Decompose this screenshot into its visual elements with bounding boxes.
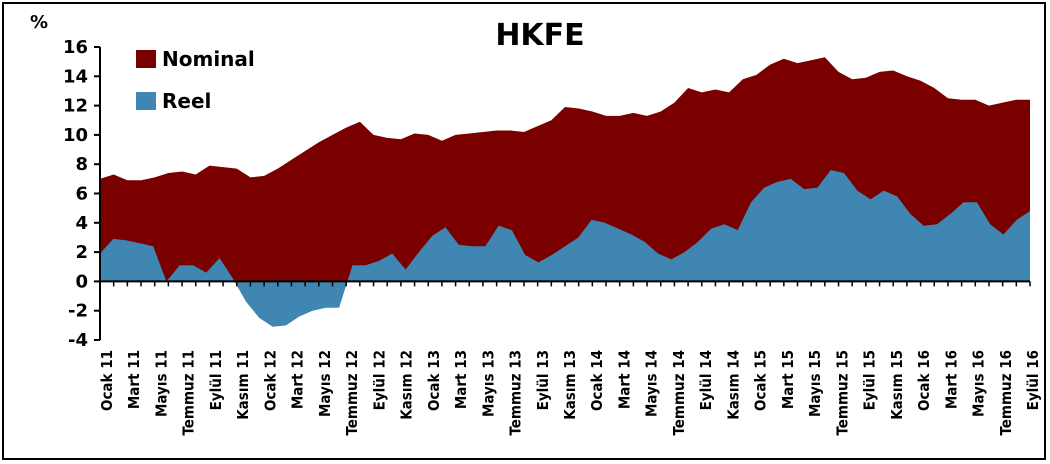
legend-swatch-nominal (136, 50, 156, 68)
area-layer (100, 57, 1030, 327)
x-category-label: Eylül 11 (207, 350, 225, 410)
x-category-label: Eylül 15 (861, 350, 879, 410)
x-category-label: Kasım 11 (234, 350, 252, 420)
x-category-label: Kasım 14 (724, 350, 742, 420)
x-category-label: Temmuz 15 (833, 350, 851, 435)
x-category-label: Mayıs 16 (970, 350, 988, 417)
chart-title: HKFE (495, 18, 584, 53)
x-category-label: Mayıs 15 (806, 350, 824, 417)
y-tick-label: 16 (63, 37, 88, 58)
x-category-label: Mart 15 (779, 350, 797, 409)
x-category-label: Kasım 12 (398, 350, 416, 420)
y-tick-label: 8 (75, 154, 88, 175)
x-category-label: Eylül 14 (697, 350, 715, 410)
x-category-label: Mart 12 (289, 350, 307, 409)
x-category-label: Kasım 15 (888, 350, 906, 420)
x-category-label: Mayıs 12 (316, 350, 334, 417)
x-category-label: Mart 13 (452, 350, 470, 409)
x-category-label: Temmuz 13 (507, 350, 525, 435)
y-tick-label: 4 (75, 213, 88, 234)
x-category-label: Eylül 16 (1024, 350, 1042, 410)
legend-label-reel: Reel (162, 89, 211, 113)
y-tick-label: 12 (63, 96, 88, 117)
x-category-label: Temmuz 16 (997, 350, 1015, 435)
x-category-label: Mart 14 (615, 350, 633, 409)
x-category-label: Eylül 12 (370, 350, 388, 410)
x-category-label: Temmuz 11 (180, 350, 198, 435)
x-category-label: Ocak 13 (425, 350, 443, 411)
x-category-label: Kasım 13 (561, 350, 579, 420)
y-tick-label: 6 (75, 184, 88, 205)
y-tick-label: 14 (63, 66, 88, 87)
x-category-label: Ocak 11 (98, 350, 116, 411)
x-category-label: Mart 16 (942, 350, 960, 409)
axes: -4 -2 0 2 4 6 8 10 12 14 16 Ocak 11 Mart 11 Mayıs 11 T… (63, 37, 1042, 435)
x-category-label: Temmuz 14 (670, 350, 688, 435)
x-category-label: Mayıs 13 (479, 350, 497, 417)
area-series-reel (100, 170, 1030, 327)
x-category-label: Mart 11 (125, 350, 143, 409)
y-tick-label: -4 (68, 330, 88, 351)
x-category-label: Ocak 15 (752, 350, 770, 411)
x-category-label: Ocak 14 (588, 350, 606, 411)
legend-label-nominal: Nominal (162, 47, 255, 71)
legend-swatch-reel (136, 92, 156, 110)
y-tick-label: 10 (63, 125, 88, 146)
y-tick-label: 2 (75, 242, 88, 263)
legend: Nominal Reel (136, 47, 255, 113)
y-tick-label: -2 (68, 301, 88, 322)
x-category-label: Ocak 16 (915, 350, 933, 411)
y-tick-label: 0 (75, 271, 88, 292)
x-category-label: Ocak 12 (261, 350, 279, 411)
x-category-label: Mayıs 14 (643, 350, 661, 417)
y-axis-unit: % (30, 12, 48, 33)
x-category-label: Mayıs 11 (152, 350, 170, 417)
x-category-label: Temmuz 12 (343, 350, 361, 435)
x-category-label: Eylül 13 (534, 350, 552, 410)
